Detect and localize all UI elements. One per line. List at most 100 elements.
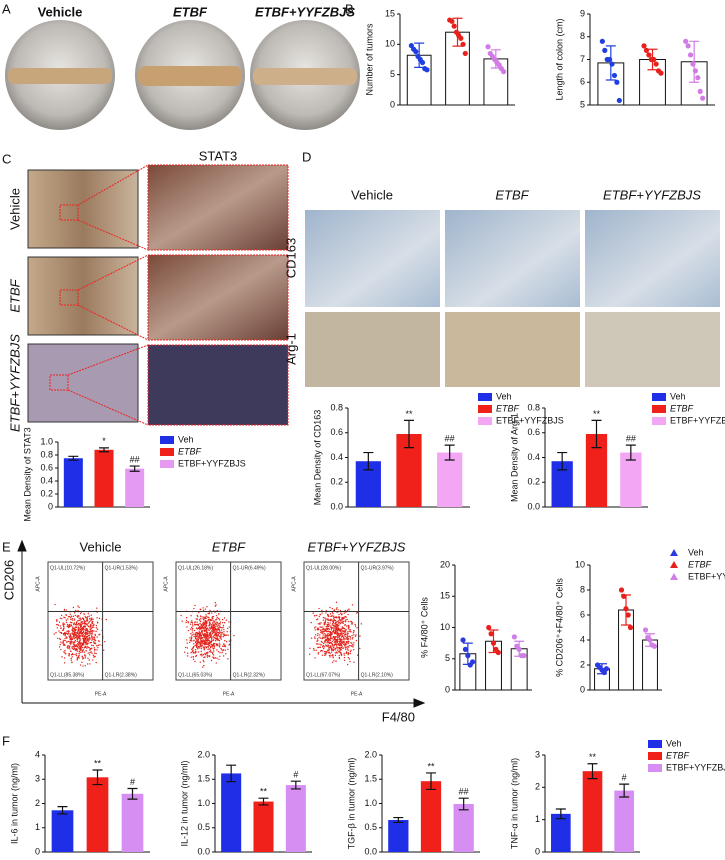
flow-dot <box>214 643 216 645</box>
flow-dot <box>316 638 319 640</box>
flow-dot <box>204 656 206 658</box>
flow-dot <box>207 651 209 654</box>
flow-dot <box>316 643 319 645</box>
flow-dot <box>199 634 202 636</box>
flow-dot <box>337 620 340 622</box>
flow-dot <box>56 620 58 622</box>
flow-dot <box>332 657 334 659</box>
flow-dot <box>94 642 97 644</box>
data-point <box>511 634 517 640</box>
flow-dot <box>330 649 333 651</box>
flow-dot <box>203 661 205 663</box>
legend-label: ETBF+YYFZBJS <box>496 415 564 425</box>
flow-axis-y: APC-A <box>35 576 41 592</box>
flow-dot <box>105 618 108 621</box>
flow-dot <box>341 622 343 624</box>
flow-dot <box>340 640 342 643</box>
flow-dot <box>339 609 342 612</box>
flow-dot <box>82 657 85 659</box>
flow-dot <box>67 645 69 648</box>
flow-dot <box>191 627 194 630</box>
flow-dot <box>336 646 338 648</box>
flow-dot <box>211 616 214 618</box>
y-tick-label: 0.8 <box>40 449 53 459</box>
flow-dot <box>323 650 326 653</box>
flow-dot <box>77 620 79 622</box>
legend-marker <box>670 573 678 580</box>
y-tick-label: 2.0 <box>364 749 377 759</box>
flow-dot <box>74 614 77 617</box>
flow-dot <box>324 628 326 630</box>
flow-dot <box>354 625 357 627</box>
y-tick-label: 0.2 <box>527 477 540 487</box>
bar <box>285 785 306 852</box>
flow-dot <box>202 609 205 612</box>
flow-dot <box>87 646 90 649</box>
legend-label: Veh <box>178 434 194 444</box>
flow-dot <box>71 661 73 663</box>
flow-dot <box>71 656 73 658</box>
flow-dot <box>348 626 350 629</box>
flow-dot <box>324 620 327 622</box>
flow-dot <box>340 628 342 630</box>
flow-dot <box>310 637 313 639</box>
flow-dot <box>93 650 96 652</box>
flow-dot <box>207 647 209 649</box>
flow-dot <box>193 651 195 653</box>
data-point <box>424 67 430 73</box>
flow-dot <box>82 631 85 634</box>
y-tick-label: 2 <box>535 782 540 792</box>
flow-dot <box>204 622 207 624</box>
flow-dot <box>76 631 79 633</box>
flow-dot <box>325 639 328 641</box>
flow-dot <box>340 621 342 623</box>
flow-dot <box>189 637 191 639</box>
flow-dot <box>197 645 200 648</box>
flow-dot <box>81 656 84 658</box>
flow-dot <box>211 632 214 635</box>
error-bar <box>129 465 140 472</box>
legend-label: ETBF <box>688 559 712 569</box>
flow-dot <box>199 632 202 634</box>
data-point <box>616 97 622 104</box>
flow-dot <box>334 654 337 657</box>
flow-dot <box>77 637 79 639</box>
flow-dot <box>79 628 82 631</box>
error-bar <box>226 764 237 783</box>
flow-dot <box>322 645 325 647</box>
flow-dot <box>60 614 63 617</box>
flow-dot <box>319 646 321 648</box>
data-point <box>700 95 706 101</box>
y-tick-label: 10 <box>440 622 450 632</box>
y-tick-label: 0.5 <box>364 822 377 832</box>
flow-dot <box>207 640 209 642</box>
ihc-row-label: Arg-1 <box>283 333 298 365</box>
flow-dot <box>332 626 334 629</box>
flow-dot <box>323 628 325 630</box>
flow-dot <box>88 647 91 649</box>
flow-dot <box>324 622 327 624</box>
flow-dot <box>63 608 66 611</box>
flow-dot <box>319 637 322 639</box>
flow-dot <box>343 638 346 640</box>
flow-dot <box>203 633 205 636</box>
y-tick-label: 0.8 <box>527 402 540 412</box>
flow-dot <box>70 615 73 617</box>
legend-marker <box>648 752 662 760</box>
flow-dot <box>341 613 343 615</box>
flow-dot <box>204 626 207 629</box>
flow-dot <box>78 626 80 628</box>
flow-dot <box>71 646 73 648</box>
flow-dot <box>196 635 199 637</box>
flow-dot <box>208 612 211 614</box>
flow-dot <box>79 635 81 638</box>
flow-dot <box>200 636 202 638</box>
flow-dot <box>79 631 81 633</box>
flow-dot <box>196 633 199 635</box>
flow-dot <box>340 646 343 649</box>
flow-dot <box>216 622 219 624</box>
flow-dot <box>355 639 358 642</box>
flow-dot <box>85 616 87 619</box>
flow-dot <box>78 642 81 644</box>
flow-dot <box>76 640 78 643</box>
